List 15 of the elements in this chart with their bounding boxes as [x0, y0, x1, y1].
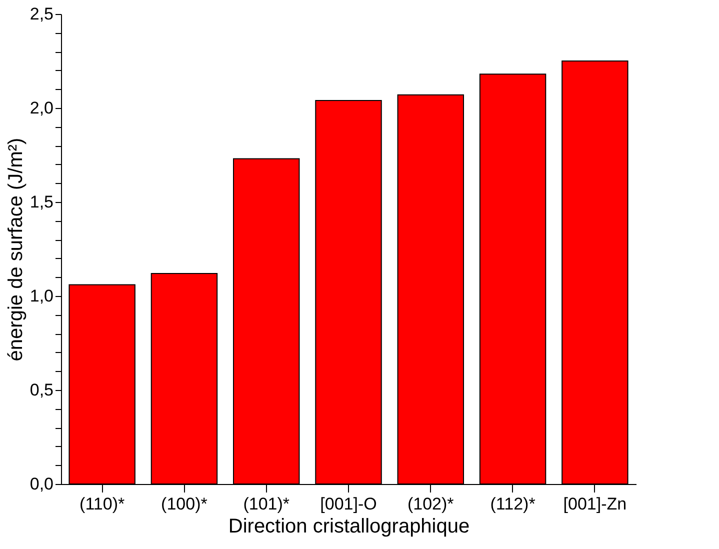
x-axis-title: Direction cristallographique: [228, 516, 470, 538]
x-tick-label: [001]-O: [320, 494, 377, 514]
x-tick-label: (101)*: [243, 494, 290, 514]
y-axis-title: énergie de surface (J/m²): [4, 138, 27, 362]
x-tick-label: (110)*: [80, 494, 125, 514]
y-tick-label: 1,5: [30, 192, 54, 212]
y-tick-label: 1,0: [30, 286, 54, 306]
x-tick-label: [001]-Zn: [563, 494, 627, 514]
y-tick-label: 2,5: [30, 4, 54, 24]
x-tick-label: (102)*: [407, 494, 454, 514]
x-tick-label: (100)*: [161, 494, 208, 514]
y-tick-label: 0,0: [30, 474, 54, 494]
y-tick-label: 0,5: [30, 380, 54, 400]
x-tick-label: (112)*: [490, 494, 536, 514]
y-tick-label: 2,0: [30, 98, 54, 118]
